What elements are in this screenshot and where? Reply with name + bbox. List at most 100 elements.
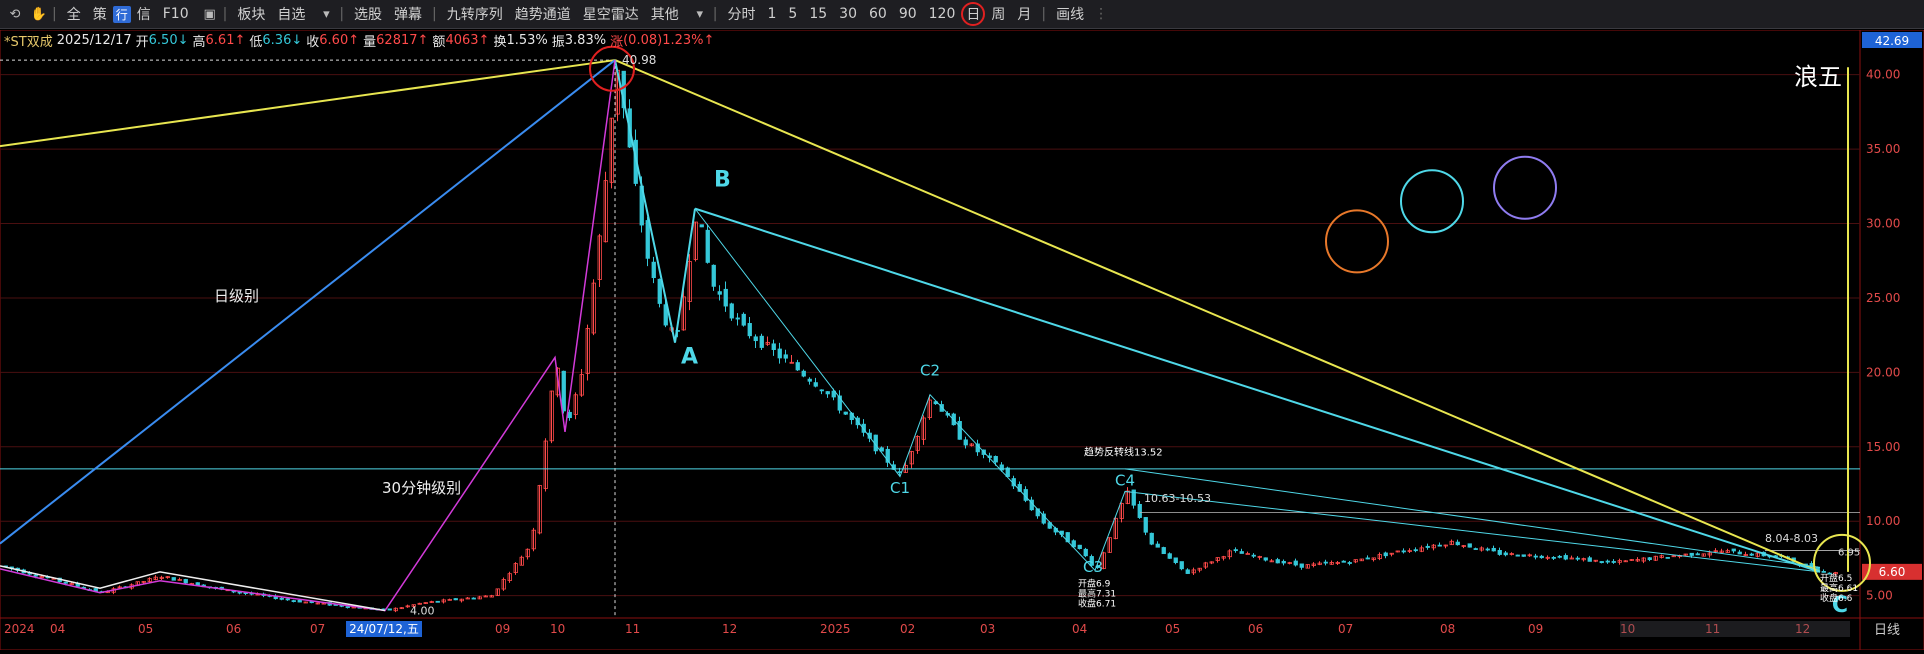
- back-icon[interactable]: ⟲: [9, 6, 21, 22]
- candle-body: [1275, 559, 1280, 564]
- candle-body: [783, 354, 788, 359]
- toolbar-item-f10[interactable]: F10: [162, 6, 189, 22]
- toolbar-item-all[interactable]: 全: [66, 7, 81, 23]
- candle-body: [1515, 554, 1520, 557]
- candle-body: [1641, 557, 1646, 562]
- period-60min[interactable]: 60: [868, 6, 887, 22]
- magenta-30min-line: [0, 59, 616, 612]
- change-value: (0.08): [623, 32, 663, 48]
- candle-body: [1305, 564, 1310, 569]
- candle-body: [423, 602, 428, 604]
- candle-body: [1665, 557, 1670, 559]
- x-tick-label: 04: [1072, 622, 1087, 636]
- x-tick-label: 07: [310, 622, 325, 636]
- candle-body: [1089, 556, 1094, 566]
- arrow-down-icon: ↓: [291, 32, 303, 48]
- period-1min[interactable]: 1: [767, 6, 777, 22]
- candle-body: [1173, 557, 1178, 563]
- high-label: 高: [192, 34, 206, 50]
- candle-body: [663, 304, 668, 326]
- candle-body: [159, 576, 164, 579]
- candle-body: [1599, 561, 1604, 564]
- candle-body: [1245, 553, 1250, 555]
- toolbar-item-info[interactable]: 信: [136, 7, 151, 23]
- period-week[interactable]: 周: [991, 7, 1006, 23]
- candle-body: [465, 597, 470, 600]
- candle-body: [1431, 544, 1436, 549]
- toolbar-item-danmaku[interactable]: 弹幕: [394, 7, 423, 23]
- candle-body: [699, 224, 704, 228]
- period-day[interactable]: 日: [961, 2, 986, 26]
- period-90min[interactable]: 90: [898, 6, 917, 22]
- period-tick[interactable]: 分时: [727, 7, 756, 23]
- candle-body: [1557, 555, 1562, 558]
- candle-body: [1359, 558, 1364, 562]
- candle-body: [459, 598, 464, 602]
- candle-body: [555, 367, 560, 396]
- chart-svg[interactable]: 5.00 10.00 15.00 20.00 25.00 30.00 35.00 40.00 4…: [0, 29, 1924, 651]
- toolbar-item-watchlist[interactable]: 自选: [277, 7, 306, 23]
- candle-body: [1347, 562, 1352, 564]
- chevron-down-icon[interactable]: ▾: [696, 6, 704, 22]
- candle-body: [1617, 560, 1622, 563]
- candle-body: [1755, 552, 1760, 557]
- candle-body: [1611, 561, 1616, 563]
- toolbar-item-other[interactable]: 其他: [650, 7, 679, 23]
- arrow-up-icon: ↑: [234, 32, 246, 48]
- candle-body: [1401, 550, 1406, 553]
- last-price-badge: [1862, 563, 1922, 580]
- candle-body: [1209, 561, 1214, 564]
- period-120min[interactable]: 120: [928, 6, 956, 22]
- candle-body: [711, 264, 716, 287]
- candle-body: [429, 601, 434, 603]
- candle-body: [435, 600, 440, 603]
- window-icon[interactable]: ▣: [203, 6, 216, 22]
- candle-body: [1215, 557, 1220, 561]
- wave-c1-label: C1: [890, 479, 910, 497]
- white-wave-line: [0, 565, 386, 612]
- min30-level-label: 30分钟级别: [382, 479, 461, 497]
- candle-body: [1419, 547, 1424, 552]
- x-tick-label: 11: [1705, 622, 1720, 636]
- candle-body: [573, 394, 578, 415]
- range-label-2: 8.04-8.03: [1765, 532, 1818, 545]
- amplitude-value: 3.83%: [564, 32, 607, 48]
- toolbar-item-sector[interactable]: 板块: [237, 7, 266, 23]
- toolbar-item-quote[interactable]: 行: [112, 5, 131, 23]
- candle-body: [147, 578, 152, 582]
- period-month[interactable]: 月: [1017, 7, 1032, 23]
- toolbar-item-stock-picker[interactable]: 选股: [354, 7, 383, 23]
- chevron-down-icon[interactable]: ▾: [323, 6, 330, 22]
- kline-chart[interactable]: 5.00 10.00 15.00 20.00 25.00 30.00 35.00 40.00 4…: [0, 29, 1924, 651]
- candle-body: [315, 602, 320, 605]
- hand-icon[interactable]: ✋: [30, 6, 48, 22]
- top-price-badge: [1862, 32, 1922, 48]
- candle-body: [837, 395, 842, 411]
- candle-body: [1737, 551, 1742, 555]
- candle-body: [993, 456, 998, 463]
- candle-body: [1395, 550, 1400, 553]
- volume-label: 量: [363, 34, 377, 50]
- volume-value: 62817: [376, 32, 418, 48]
- draw-line-button[interactable]: 画线: [1056, 7, 1085, 23]
- amplitude-label: 振: [551, 34, 565, 50]
- toolbar-item-nine-turn[interactable]: 九转序列: [446, 7, 503, 23]
- candle-body: [1101, 552, 1106, 569]
- wave-c-subline: [694, 208, 1821, 573]
- candle-body: [285, 598, 290, 601]
- period-5min[interactable]: 5: [788, 6, 798, 22]
- candle-body: [1041, 513, 1046, 524]
- toolbar: ⟲ ✋ | 全 策 行 信 F10 ▣ | 板块 自选 ▾ | 选股 弹幕 | …: [0, 0, 1924, 29]
- candle-body: [603, 180, 608, 243]
- candle-body: [1581, 558, 1586, 561]
- candle-body: [345, 606, 350, 609]
- period-30min[interactable]: 30: [839, 6, 857, 22]
- candle-body: [1533, 555, 1538, 558]
- toolbar-item-trend-channel[interactable]: 趋势通道: [514, 7, 571, 23]
- toolbar-item-star-radar[interactable]: 星空雷达: [582, 7, 639, 23]
- candle-body: [447, 598, 452, 601]
- cyan-trend-line: [694, 207, 1821, 573]
- toolbar-item-strategy[interactable]: 策: [92, 7, 107, 23]
- period-15min[interactable]: 15: [809, 6, 828, 22]
- candle-body: [567, 411, 572, 419]
